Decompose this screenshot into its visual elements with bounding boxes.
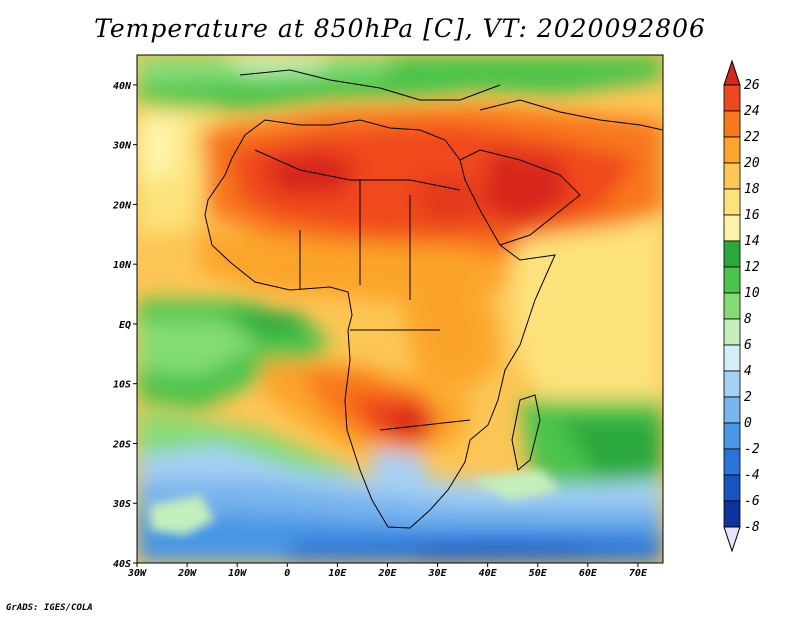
colorbar-segment	[723, 162, 741, 190]
x-tick-label: 0	[284, 568, 290, 579]
colorbar-label: 18	[744, 182, 760, 197]
y-tick-label: 30S	[112, 499, 131, 510]
colorbar-segment	[723, 136, 741, 164]
colorbar-label: 10	[744, 286, 760, 301]
colorbar-label: 26	[744, 78, 760, 93]
colorbar-segment	[723, 214, 741, 242]
colorbar-label: 22	[744, 130, 760, 145]
y-tick-label: 30N	[112, 141, 132, 152]
colorbar-segment	[723, 396, 741, 424]
x-tick-label: 30E	[428, 568, 448, 579]
colorbar-segment	[723, 240, 741, 268]
y-tick-label: 40N	[113, 81, 132, 92]
colorbar-segment	[723, 448, 741, 476]
colorbar-label: 12	[744, 260, 760, 275]
colorbar-label: -8	[744, 520, 760, 535]
colorbar-segment	[723, 110, 741, 138]
x-tick-label: 10W	[228, 568, 247, 579]
x-tick-label: 60E	[579, 568, 598, 579]
colorbar-segment	[723, 370, 741, 398]
x-tick-label: 30W	[127, 568, 147, 579]
map-frame	[136, 54, 664, 564]
colorbar-label: 14	[744, 234, 760, 249]
temperature-field	[137, 55, 663, 563]
y-tick-label: 10S	[113, 380, 131, 391]
y-axis: 40N 30N 20N 10N EQ 10S 20S 30S 40S	[112, 81, 137, 570]
colorbar-segment	[723, 188, 741, 216]
x-tick-label: 20W	[177, 568, 197, 579]
colorbar-label: 24	[744, 104, 760, 119]
y-tick-label: EQ	[119, 320, 131, 331]
x-tick-label: 70E	[629, 568, 648, 579]
y-tick-label: 20N	[112, 200, 132, 211]
colorbar-segment	[723, 474, 741, 502]
colorbar-segment	[723, 292, 741, 320]
x-tick-label: 20E	[377, 568, 397, 579]
colorbar-label: 6	[744, 338, 752, 353]
colorbar-bottom-arrow	[723, 526, 741, 553]
map-title: Temperature at 850hPa [C], VT: 202009280…	[94, 14, 706, 43]
colorbar-segment	[723, 500, 741, 528]
colorbar-label: -4	[744, 468, 760, 483]
x-axis: 30W 20W 10W 0 10E 20E 30E 40E 50E 60E 70E	[127, 563, 648, 579]
x-tick-label: 40E	[479, 568, 498, 579]
colorbar-label: -6	[744, 494, 760, 509]
colorbar-label: 0	[744, 416, 752, 431]
y-tick-label: 40S	[113, 559, 131, 570]
colorbar-label: 2	[744, 390, 752, 405]
colorbar-label: -2	[744, 442, 760, 457]
colorbar-label: 16	[744, 208, 760, 223]
colorbar-label: 20	[744, 156, 760, 171]
colorbar-segment	[723, 422, 741, 450]
colorbar-label: 8	[744, 312, 752, 327]
grads-credit: GrADS: IGES/COLA	[6, 603, 93, 613]
x-tick-label: 50E	[529, 568, 548, 579]
colorbar-top-arrow	[723, 59, 741, 86]
y-tick-label: 10N	[113, 260, 132, 271]
colorbar-segment	[723, 266, 741, 294]
x-tick-label: 10E	[328, 568, 347, 579]
colorbar-label: 4	[744, 364, 752, 379]
colorbar-segment	[723, 344, 741, 372]
colorbar-segment	[723, 84, 741, 112]
y-tick-label: 20S	[112, 439, 131, 450]
colorbar-segment	[723, 318, 741, 346]
coastlines	[204, 69, 663, 529]
